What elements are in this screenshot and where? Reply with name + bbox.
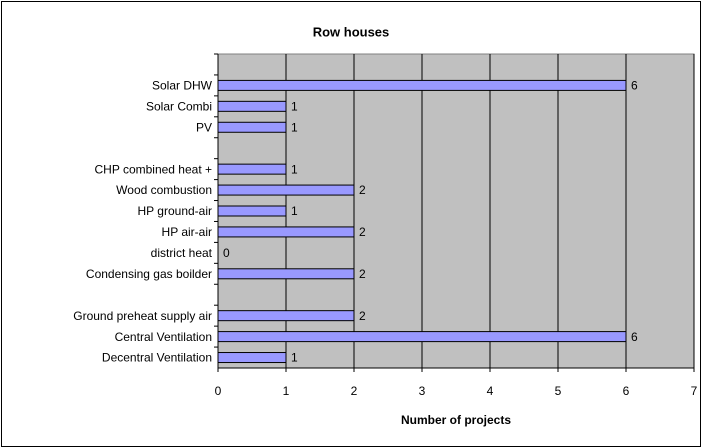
- x-tick-label: 3: [419, 384, 426, 398]
- y-tick-label: PV: [196, 120, 212, 134]
- data-label: 1: [291, 162, 298, 176]
- data-label: 1: [291, 100, 298, 114]
- y-tick-label: Condensing gas boilder: [86, 267, 212, 281]
- bar: [217, 331, 627, 343]
- bar: [217, 268, 355, 280]
- chart-title: Row houses: [313, 24, 390, 39]
- y-tick-label: HP ground-air: [138, 204, 212, 218]
- y-tick-label: Solar Combi: [146, 100, 212, 114]
- bar: [217, 310, 355, 322]
- bar: [217, 205, 287, 217]
- data-label: 0: [223, 246, 230, 260]
- data-label: 2: [359, 225, 366, 239]
- x-tick-label: 2: [351, 384, 358, 398]
- bar: [217, 79, 627, 91]
- bar: [217, 121, 287, 133]
- x-tick-label: 5: [555, 384, 562, 398]
- y-tick-label: Decentral Ventilation: [102, 351, 212, 365]
- bar: [217, 163, 287, 175]
- y-tick-label: Ground preheat supply air: [73, 309, 212, 323]
- data-label: 1: [291, 204, 298, 218]
- x-tick-label: 1: [283, 384, 290, 398]
- x-tick-label: 4: [487, 384, 494, 398]
- y-tick-label: Wood combustion: [116, 183, 212, 197]
- data-label: 1: [291, 120, 298, 134]
- data-label: 2: [359, 267, 366, 281]
- data-label: 2: [359, 183, 366, 197]
- bar: [217, 226, 355, 238]
- bar: [217, 184, 355, 196]
- x-tick-label: 7: [691, 384, 698, 398]
- x-tick-label: 6: [623, 384, 630, 398]
- data-label: 6: [631, 330, 638, 344]
- y-tick-label: Solar DHW: [152, 79, 213, 93]
- x-tick-label: 0: [215, 384, 222, 398]
- bar: [217, 352, 287, 364]
- y-tick-label: district heat: [151, 246, 213, 260]
- data-label: 2: [359, 309, 366, 323]
- x-axis-title: Number of projects: [401, 413, 511, 427]
- data-label: 6: [631, 79, 638, 93]
- data-label: 1: [291, 351, 298, 365]
- bar: [217, 100, 287, 112]
- y-tick-label: Central Ventilation: [115, 330, 212, 344]
- y-tick-label: HP air-air: [162, 225, 212, 239]
- y-tick-label: CHP combined heat +: [94, 162, 212, 176]
